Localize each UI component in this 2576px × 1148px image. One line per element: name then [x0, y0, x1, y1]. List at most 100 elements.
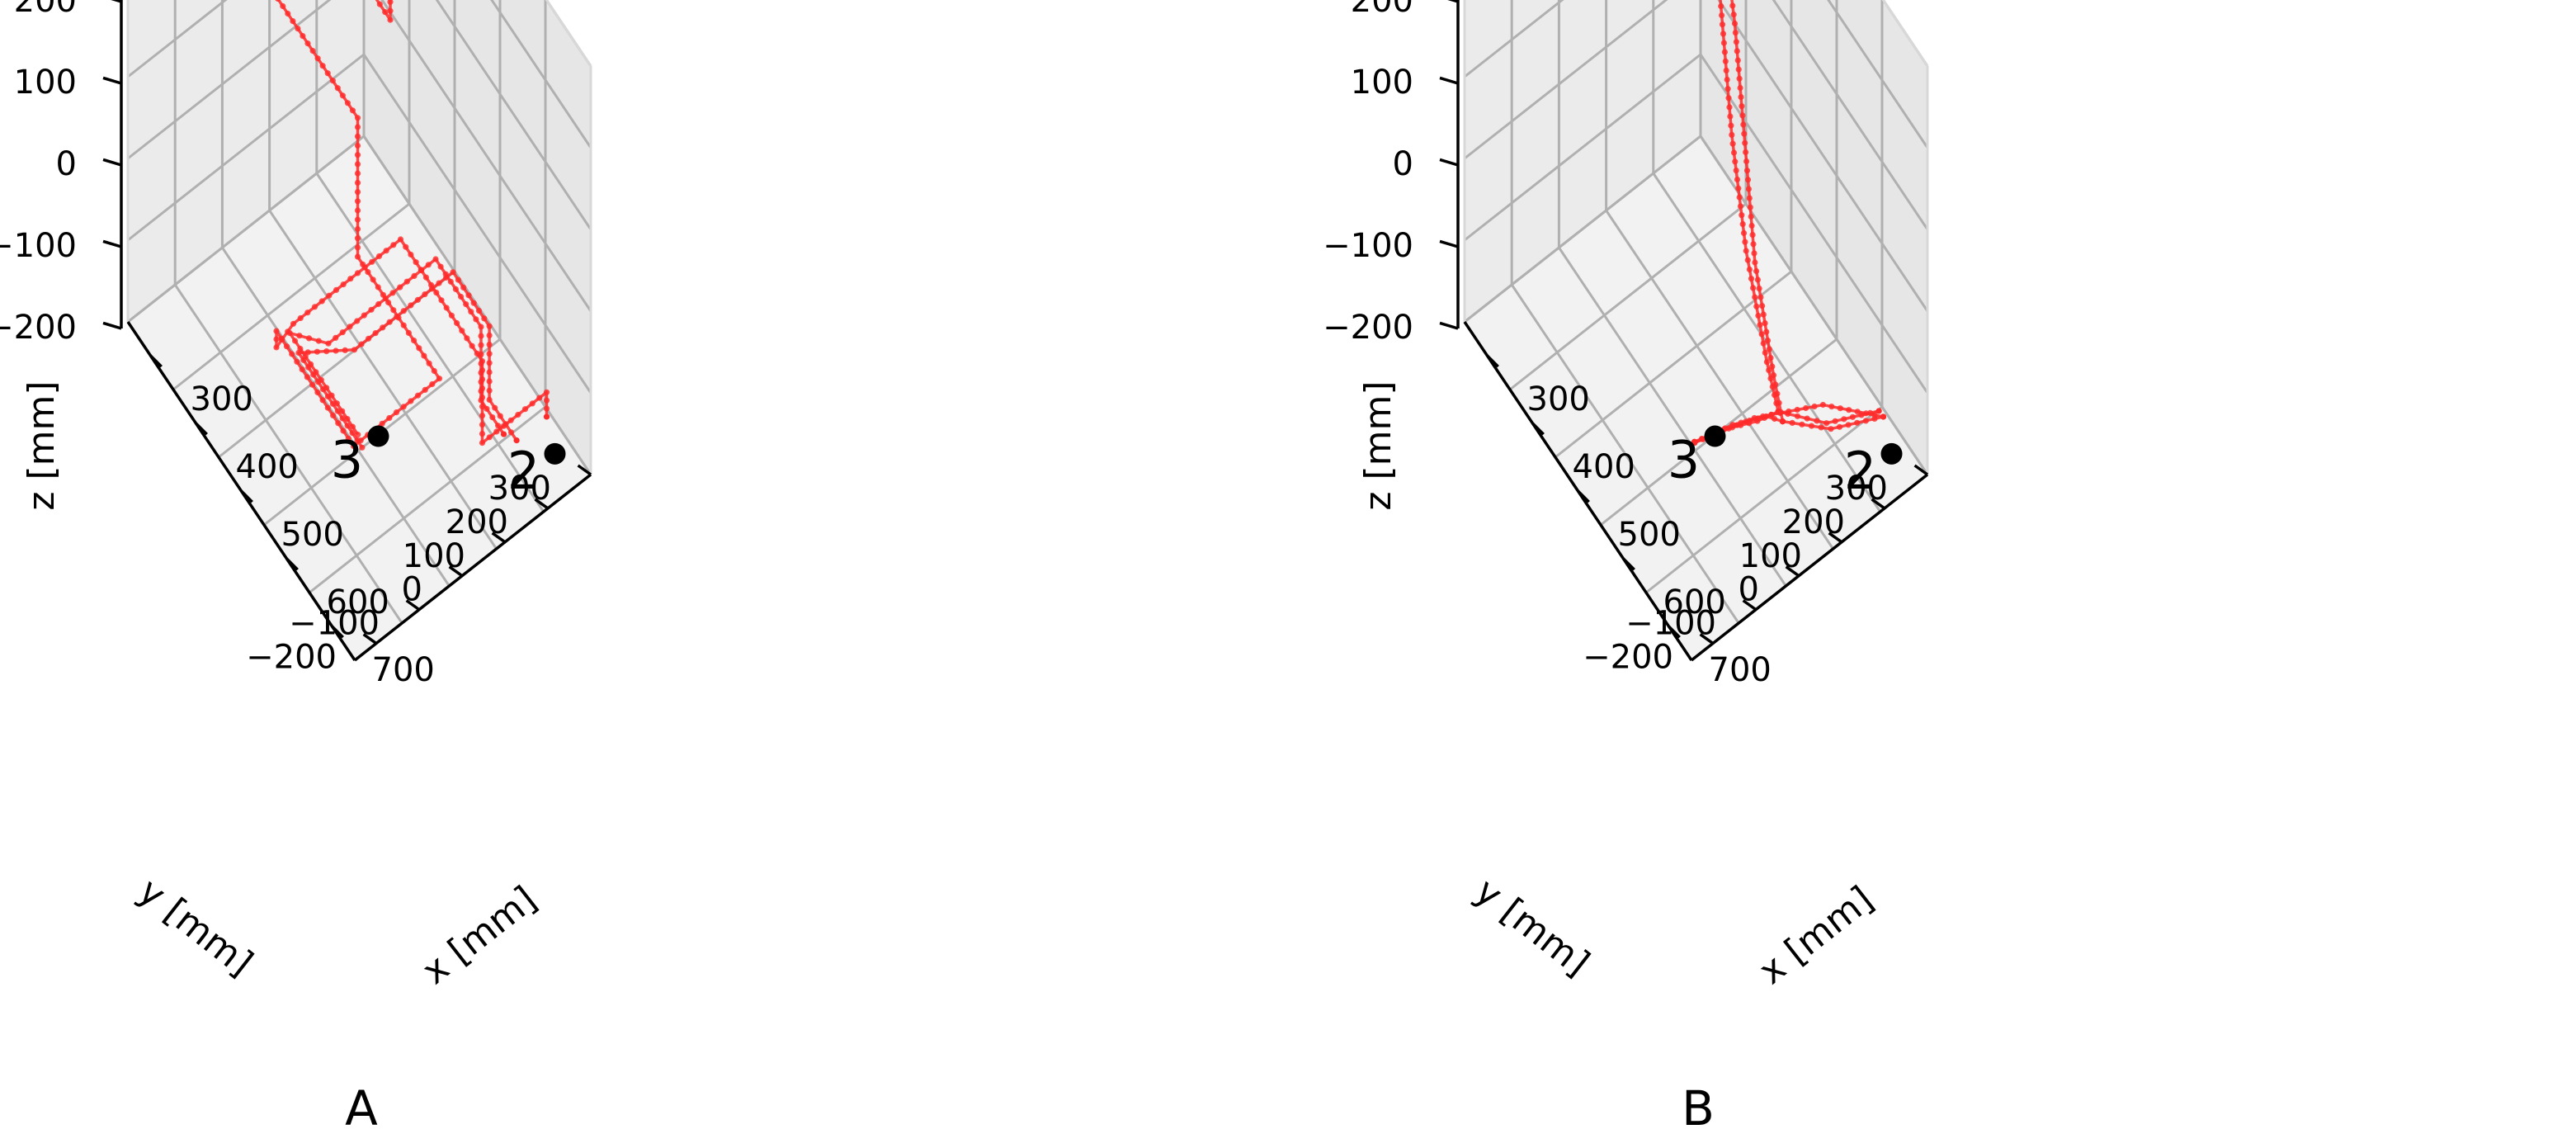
trajectory-point: [529, 400, 535, 407]
trajectory-point: [478, 324, 484, 330]
trajectory-point: [1734, 422, 1741, 428]
trajectory-point: [1737, 84, 1743, 92]
trajectory-point: [340, 428, 347, 434]
trajectory-point: [437, 263, 444, 270]
trajectory-point: [1808, 423, 1815, 429]
trajectory-point: [386, 319, 393, 325]
trajectory-point: [397, 236, 404, 243]
axis-spines: [1439, 0, 1929, 662]
trajectory-point: [344, 416, 351, 423]
trajectory-point: [350, 442, 357, 450]
gridline: [173, 284, 403, 624]
trajectory-point: [479, 421, 486, 428]
y-tick: [534, 498, 550, 510]
trajectory-point: [1753, 303, 1760, 309]
trajectory-point: [422, 386, 428, 393]
trajectory-point: [1747, 204, 1753, 210]
trajectory-point: [325, 340, 332, 347]
trajectory-point: [489, 414, 496, 421]
trajectory-point: [380, 324, 386, 331]
trajectory-point: [1760, 311, 1767, 318]
trajectory-point: [310, 371, 317, 378]
gridline: [127, 53, 365, 242]
trajectory-point: [334, 408, 341, 414]
trajectory-point: [1725, 425, 1732, 432]
trajectory-point: [366, 335, 372, 342]
trajectory-point: [1746, 195, 1753, 201]
trajectory-point: [339, 92, 346, 99]
trajectory-point: [478, 342, 484, 348]
trajectory-point: [389, 290, 396, 296]
trajectory-point: [1751, 414, 1757, 422]
trajectory-point: [283, 343, 290, 350]
trajectory-point: [452, 286, 460, 292]
trajectory-point: [400, 308, 407, 314]
gridline: [1464, 135, 1701, 324]
trajectory-point: [351, 347, 358, 353]
gridline: [127, 135, 365, 324]
z-tick: [102, 158, 122, 167]
trajectory-point: [411, 272, 418, 279]
trajectory-point: [414, 296, 421, 303]
trajectory-point: [1836, 423, 1843, 430]
trajectory-point: [1741, 130, 1748, 137]
trajectory-point: [329, 400, 336, 407]
y-tick-label: 300: [1825, 470, 1888, 508]
waypoint-marker: [544, 442, 566, 465]
trajectory-point: [342, 347, 348, 353]
trajectory-point: [1760, 340, 1767, 347]
trajectory-point: [1762, 349, 1768, 356]
trajectory-point: [428, 286, 436, 292]
trajectory-point: [319, 397, 326, 404]
trajectory-point: [486, 332, 493, 338]
trajectory-point: [354, 207, 361, 214]
trajectory-point: [433, 290, 440, 296]
trajectory-point: [1752, 259, 1758, 266]
trajectory-point: [478, 397, 484, 404]
trajectory-point: [1804, 415, 1810, 422]
trajectory-point: [354, 152, 361, 158]
trajectory-point: [543, 397, 550, 404]
trajectory-point: [473, 316, 479, 323]
trajectory-point: [1786, 408, 1792, 415]
x-axis-line: [353, 473, 592, 662]
trajectory-point: [347, 324, 353, 330]
trajectory-point: [305, 364, 312, 371]
trajectory-point: [390, 242, 397, 248]
trajectory-point: [354, 170, 361, 177]
trajectory-point: [372, 330, 379, 337]
trajectory-point: [403, 278, 410, 285]
trajectory-point: [1748, 276, 1755, 282]
trajectory-point: [486, 396, 493, 403]
trajectory-point: [1752, 294, 1758, 300]
trajectory-point: [470, 300, 477, 306]
gridline: [1772, 0, 1929, 230]
y-tick-label: 100: [403, 537, 465, 575]
trajectory-point: [1731, 20, 1739, 27]
trajectory-point: [1863, 410, 1870, 417]
trajectory-point: [1743, 168, 1751, 174]
trajectory-point: [1720, 40, 1727, 46]
trajectory-point: [297, 314, 304, 322]
trajectory-point: [299, 366, 305, 373]
gridline: [1558, 247, 1787, 587]
trajectory-point: [411, 338, 418, 344]
trajectory-point: [354, 115, 361, 121]
waypoint-label: 2: [1844, 441, 1876, 501]
z-tick: [102, 239, 122, 248]
trajectory-point: [1739, 212, 1745, 219]
trajectory-point: [1814, 418, 1820, 424]
trajectory-point: [354, 437, 361, 444]
trajectory-point: [347, 276, 354, 282]
trajectory-point: [330, 412, 337, 418]
trajectory-point: [1732, 158, 1739, 165]
trajectory-point: [536, 394, 543, 401]
trajectory-point: [354, 216, 361, 223]
y-tick-label: −200: [1583, 639, 1673, 677]
trajectory-point: [319, 63, 326, 69]
y-tick: [1742, 599, 1757, 612]
trajectory-point: [432, 256, 439, 262]
trajectory-point: [495, 423, 502, 429]
trajectory-point: [397, 284, 403, 291]
left-pane: [1465, 0, 1701, 322]
